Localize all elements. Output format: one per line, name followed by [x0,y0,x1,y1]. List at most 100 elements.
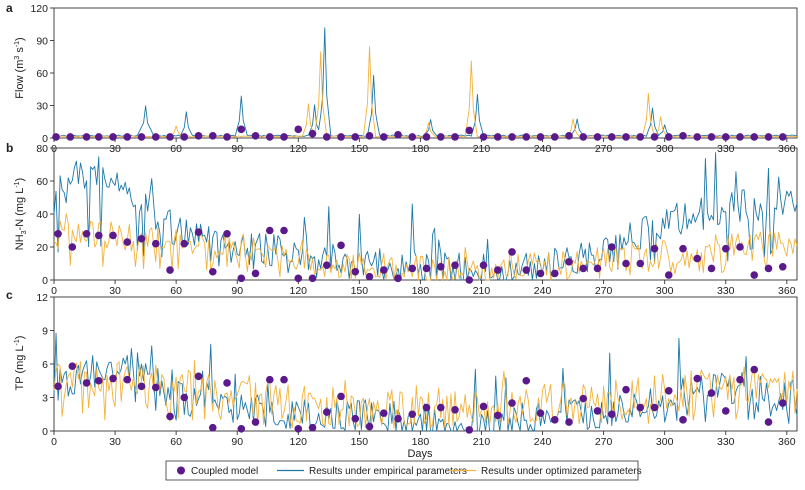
panel-b-coupled-point [636,259,645,268]
panel-c-coupled-point [465,426,474,434]
panel-a-coupled-point [479,133,488,141]
panel-b-x-tick-label: 90 [231,285,243,297]
panel-b-letter: b [6,141,13,155]
panel-b-coupled-point [764,264,773,273]
panel-c-coupled-point [166,412,174,421]
panel-a-y-tick-label: 60 [36,68,48,80]
panel-c-x-tick-label: 90 [231,436,243,448]
panel-b-coupled-point [750,271,759,279]
panel-c-coupled-point [622,385,630,394]
panel-b-y-tick-label: 40 [36,209,48,221]
panel-b-coupled-point [622,259,630,268]
legend-coupled-label: Coupled model [191,466,258,477]
panel-c-coupled-point [308,423,317,432]
panel-a-x-tick-label: 240 [534,143,552,155]
legend: Coupled model Results under empirical pa… [165,460,642,481]
panel-a-x-tick-label: 180 [412,143,430,155]
legend-empirical-label: Results under empirical parameters [309,466,467,477]
panel-c-coupled-point [522,376,531,385]
panel-a-coupled-point [294,125,303,134]
panel-c-coupled-point [565,418,573,426]
panel-a-optimized-line [53,46,798,138]
panel-b-coupled-point [593,264,602,273]
panel-c-coupled-point [109,374,117,383]
panel-b-coupled-point [422,264,431,273]
panel-c-coupled-point [237,424,246,433]
panel-b-coupled-point [123,238,132,246]
panel-c-y-tick-label: 12 [36,292,48,304]
panel-a-coupled-point [650,133,659,141]
panel-c-coupled-point [679,416,687,424]
panel-b-coupled-point [522,266,531,274]
panel-a-coupled-point [66,133,75,141]
panel-a-x-tick-label: 330 [717,143,735,155]
panel-a-coupled-point [750,133,759,141]
panel-a-coupled-point [280,133,288,141]
panel-b-x-tick-label: 30 [109,285,121,297]
legend-box [165,460,639,481]
panel-a-letter: a [6,1,13,15]
panel-c-coupled-point [550,416,559,424]
panel-b-y-tick-label: 0 [42,275,48,287]
panel-a-x-tick-label: 30 [109,143,121,155]
panel-c-x-tick-label: 120 [290,436,308,448]
panel-a-coupled-point [394,130,402,139]
panel-a-coupled-point [52,133,60,141]
panel-c-coupled-point [379,409,388,417]
panel-c-coupled-point [422,403,431,412]
panel-b-coupled-point [265,226,274,235]
panel-a-coupled-point [109,133,117,141]
panel-b-coupled-point [778,263,787,271]
panel-b-coupled-point [280,226,288,235]
panel-c-coupled-point [151,383,160,392]
panel-b-coupled-point [322,261,331,269]
panel-b-coupled-point [479,261,488,269]
panel-b-x-tick-label: 270 [595,285,613,297]
panel-c-coupled-point [693,374,702,383]
panel-b-coupled-point [565,258,573,266]
panel-a-coupled-point [223,133,231,141]
panel-b-x-tick-label: 150 [351,285,369,297]
legend-coupled-marker [177,466,185,475]
panel-a-coupled-point [151,133,160,141]
panel-c-coupled-point [778,399,787,407]
panel-a-coupled-point [422,133,431,141]
panel-b-y-tick-label: 20 [36,242,48,254]
panel-c-coupled-point [750,365,759,374]
panel-b-coupled-point [707,264,716,273]
panel-b-coupled-point [394,274,402,283]
panel-c-coupled-point [451,405,459,414]
panel-c-letter: c [6,288,13,302]
panel-a-coupled-point [123,133,132,141]
panel-a-coupled-point [351,133,360,141]
panel-b-coupled-point [194,228,203,236]
panel-b-coupled-point [536,269,545,278]
panel-c-coupled-point [265,375,274,384]
panel-c-coupled-point [123,375,132,384]
panel-b-coupled-point [451,261,459,269]
panel-c-x-tick-label: 270 [595,436,613,448]
panel-b-coupled-point [351,267,360,276]
panel-a-x-tick-label: 300 [656,143,674,155]
panel-b-coupled-point [365,272,374,281]
panel-a-coupled-point [508,133,516,141]
panel-b-x-tick-label: 300 [656,285,674,297]
panel-c-coupled-point [764,418,773,426]
panel-b-coupled-point [294,274,303,283]
panel-a-x-tick-label: 360 [778,143,796,155]
panel-c-coupled-point [607,410,616,419]
panel-a-coupled-point [408,133,417,141]
panel-c-coupled-point [650,403,659,412]
panel-b-x-tick-label: 60 [170,285,182,297]
panel-c-coupled-point [68,362,77,371]
panel-c-y-title: TP (mg L-1) [14,336,26,391]
panel-b-x-tick-label: 240 [534,285,552,297]
panel-c-coupled-point [707,389,716,397]
panel-a-coupled-point [664,133,673,141]
legend-optimized-label: Results under optimized parameters [481,466,642,477]
panel-c-coupled-point [351,414,360,423]
